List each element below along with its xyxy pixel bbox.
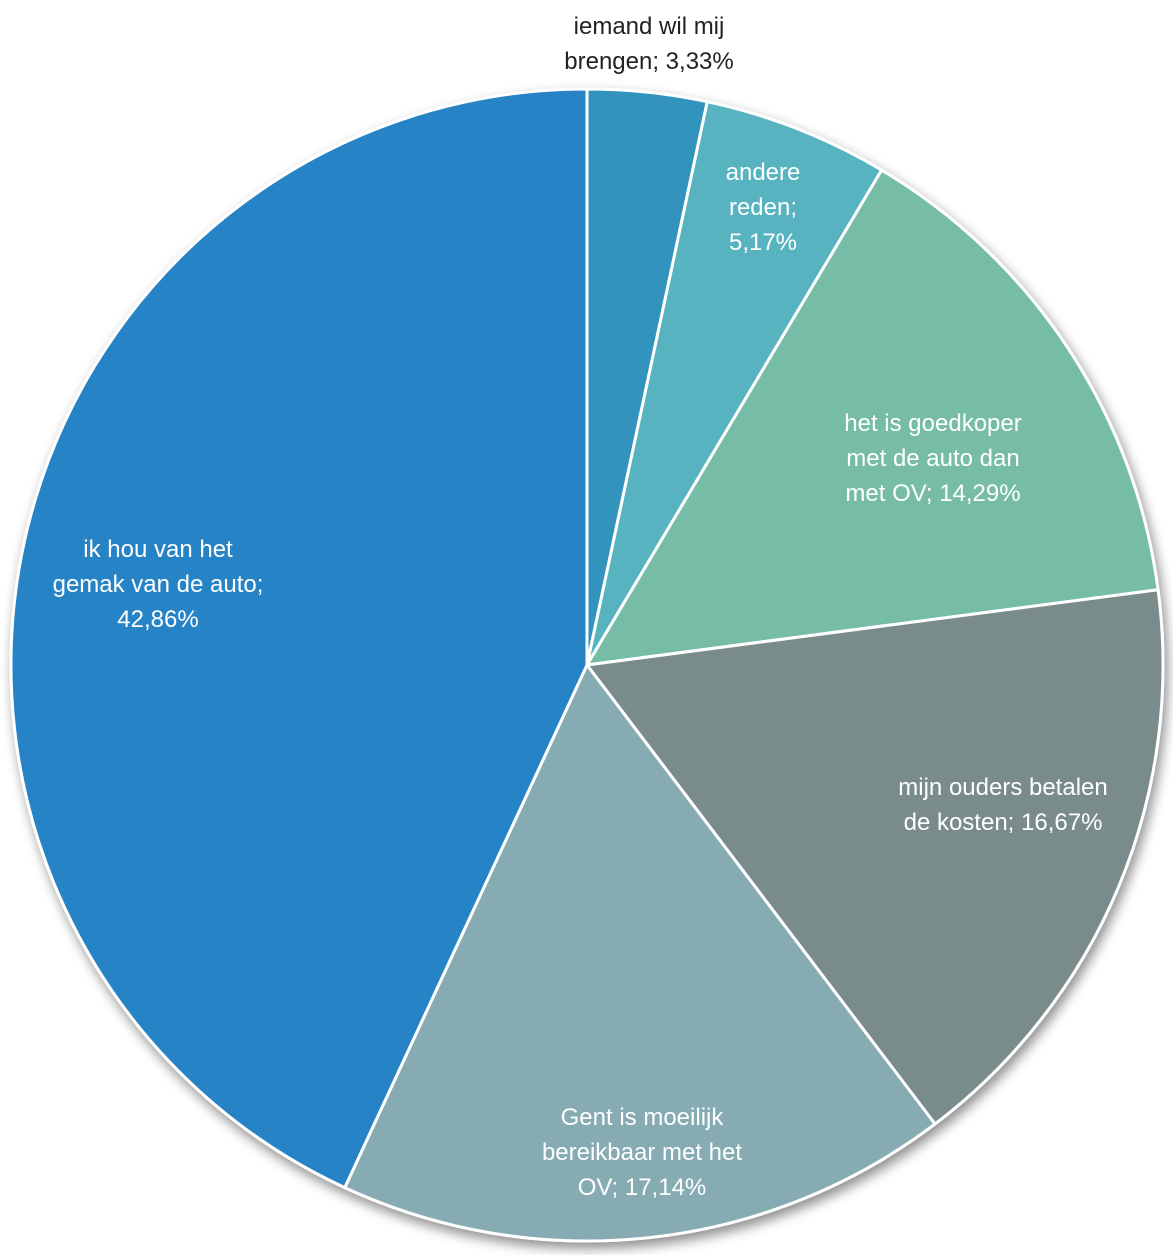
pie-slice-label-line: OV; 17,14% bbox=[578, 1174, 707, 1201]
pie-slice-label-line: iemand wil mij bbox=[574, 13, 725, 40]
pie-slice-label-line: reden; bbox=[729, 194, 797, 221]
pie-slice-label-line: mijn ouders betalen bbox=[898, 774, 1107, 801]
pie-slice-label-line: met de auto dan bbox=[846, 445, 1019, 472]
pie-slice bbox=[585, 100, 884, 667]
pie-slice-label-line: bereikbaar met het bbox=[542, 1139, 742, 1166]
pie-slice bbox=[9, 87, 589, 1190]
pie-slice-label-line: 42,86% bbox=[117, 606, 198, 633]
pie-slice-label-line: brengen; 3,33% bbox=[564, 48, 733, 75]
pie-slice-label-line: gemak van de auto; bbox=[53, 571, 264, 598]
pie-slice-label: Gent is moeilijk bereikbaar met het OV; 17… bbox=[542, 1104, 742, 1201]
pie-slice-label-line: met OV; 14,29% bbox=[845, 480, 1020, 507]
pie-slice bbox=[585, 588, 1165, 1126]
pie-slice bbox=[343, 663, 937, 1243]
pie-slice-label: het is goedkoper met de auto dan met OV; 1… bbox=[844, 410, 1021, 507]
pie-slices bbox=[9, 87, 1165, 1243]
pie-slice-label: ik hou van het gemak van de auto; 42,86% bbox=[53, 536, 264, 633]
pie-slice bbox=[585, 168, 1160, 667]
pie-slice-label-line: het is goedkoper bbox=[844, 410, 1021, 437]
pie-slice-label-line: 5,17% bbox=[729, 229, 797, 256]
pie-slice-label-line: andere bbox=[726, 159, 801, 186]
pie-slice-label-line: Gent is moeilijk bbox=[561, 1104, 725, 1131]
pie-slice-label: iemand wil mij brengen; 3,33% bbox=[564, 13, 733, 75]
pie-labels: iemand wil mij brengen; 3,33% andere reden;… bbox=[53, 13, 1108, 1201]
pie-slice-label: mijn ouders betalen de kosten; 16,67% bbox=[898, 774, 1107, 836]
pie-slice-label-line: ik hou van het bbox=[83, 536, 233, 563]
pie-slice-label-line: de kosten; 16,67% bbox=[904, 809, 1103, 836]
pie-slice-label: andere reden; 5,17% bbox=[726, 159, 801, 256]
